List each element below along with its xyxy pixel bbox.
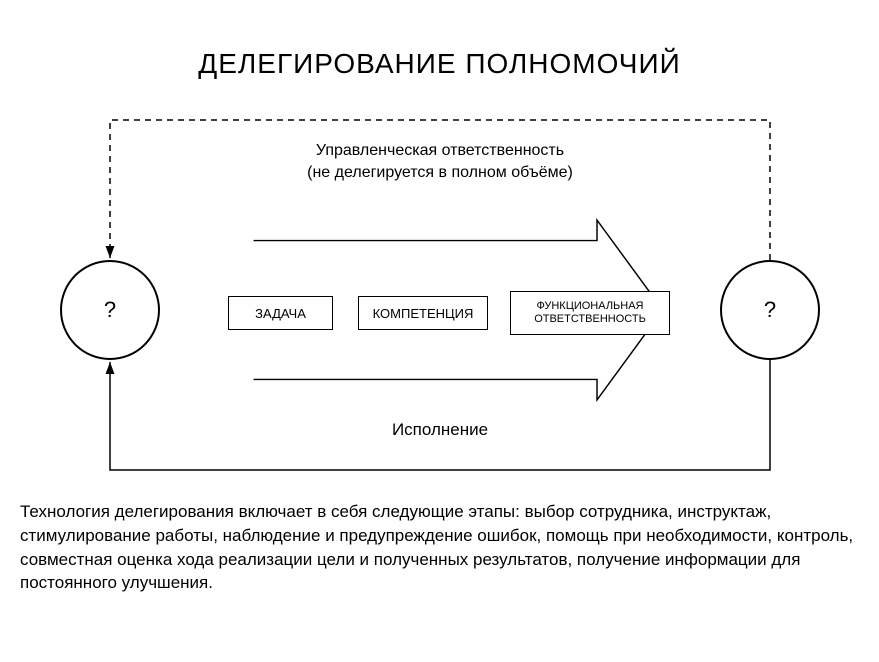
box-competence: КОМПЕТЕНЦИЯ [358,296,488,330]
execution-label: Исполнение [60,420,820,440]
left-circle-label: ? [104,297,116,323]
responsibility-line1: Управленческая ответственность [60,140,820,162]
left-actor-circle: ? [60,260,160,360]
right-circle-label: ? [764,297,776,323]
box-task: ЗАДАЧА [228,296,333,330]
right-actor-circle: ? [720,260,820,360]
responsibility-label: Управленческая ответственность (не делег… [60,140,820,185]
page-title: ДЕЛЕГИРОВАНИЕ ПОЛНОМОЧИЙ [0,48,879,80]
delegation-diagram: Управленческая ответственность (не делег… [60,110,820,480]
responsibility-line2: (не делегируется в полном объёме) [60,162,820,184]
box-functional-responsibility: ФУНКЦИОНАЛЬНАЯ ОТВЕТСТВЕННОСТЬ [510,291,670,335]
description-paragraph: Технология делегирования включает в себя… [20,500,859,595]
